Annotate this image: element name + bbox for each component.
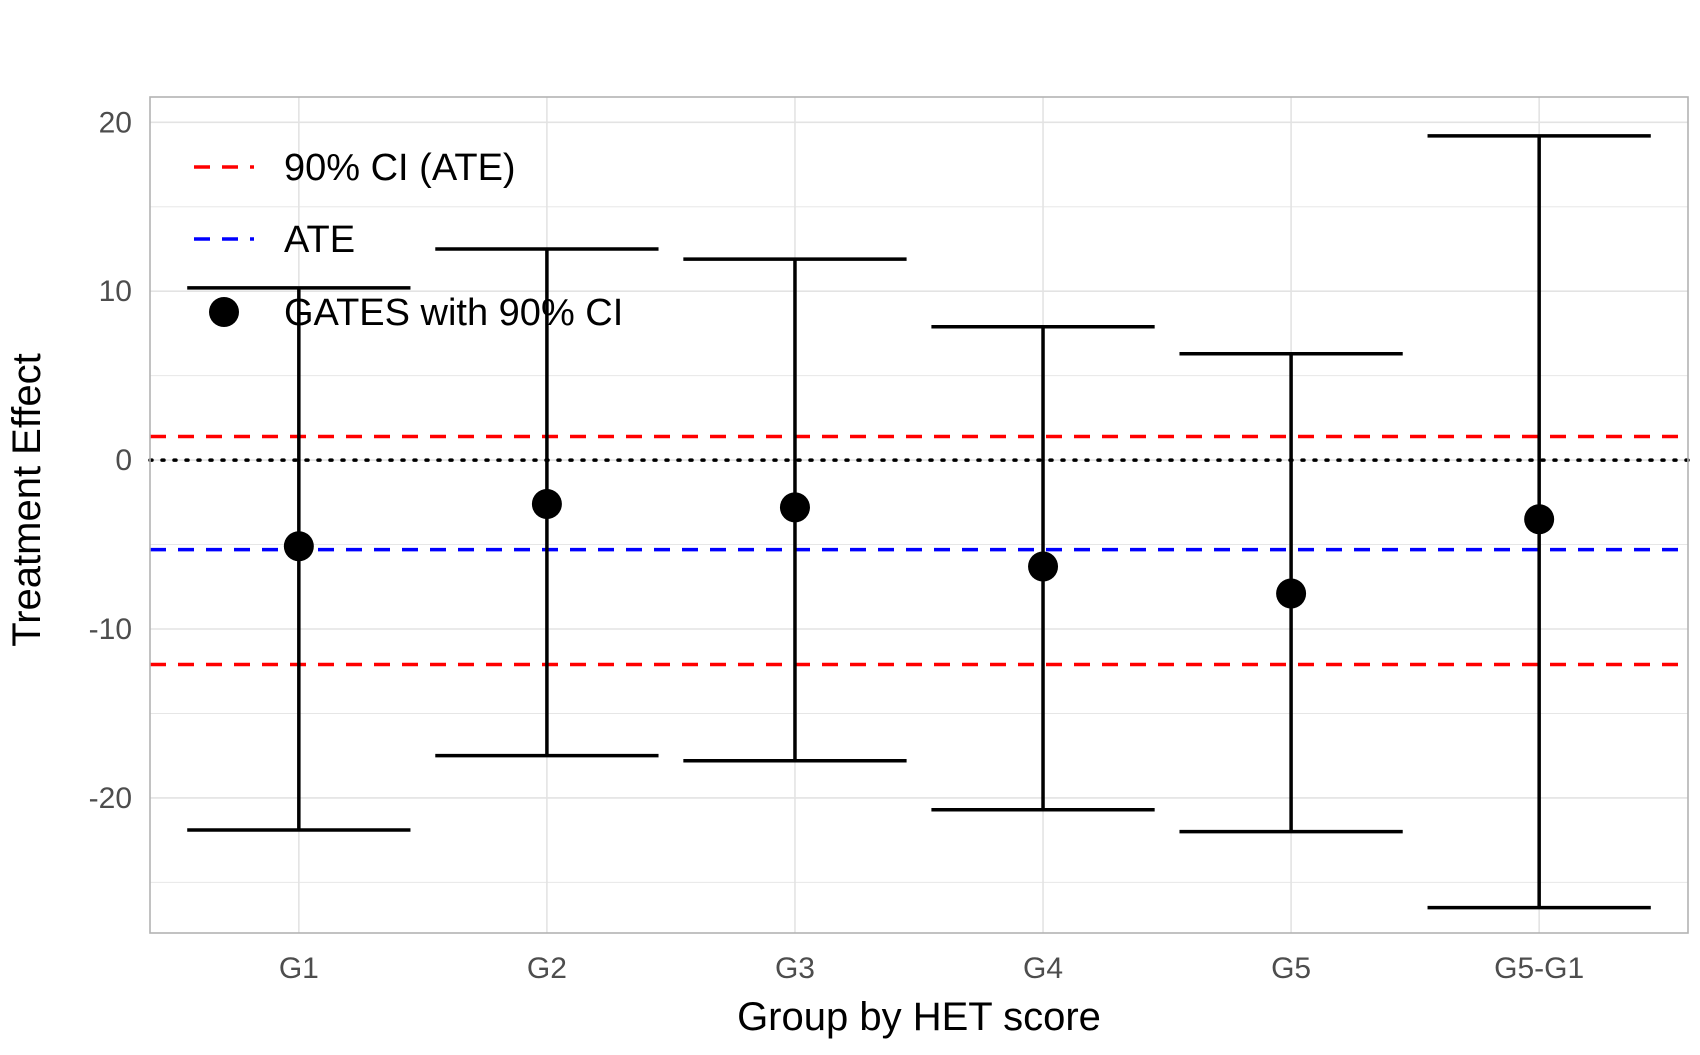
- gates-point-g5-g1: [1524, 504, 1555, 535]
- x-tick-label: G5: [1271, 952, 1311, 985]
- gates-point-g2: [531, 489, 562, 520]
- legend-label: 90% CI (ATE): [284, 147, 516, 189]
- legend: 90% CI (ATE) ATE GATES with 90% CI: [194, 147, 623, 334]
- gates-point-g3: [779, 492, 810, 523]
- reference-lines: [148, 434, 1690, 667]
- legend-label: GATES with 90% CI: [284, 292, 623, 334]
- y-axis-title: Treatment Effect: [5, 353, 49, 646]
- legend-label: ATE: [284, 219, 355, 261]
- legend-entry: 90% CI (ATE): [194, 147, 516, 189]
- x-tick-label: G4: [1023, 952, 1063, 985]
- gates-point-g1: [283, 531, 314, 562]
- legend-entry: ATE: [194, 219, 355, 261]
- x-axis-title: Group by HET score: [737, 995, 1101, 1039]
- legend-entry: GATES with 90% CI: [209, 292, 623, 334]
- x-tick-label: G5-G1: [1494, 952, 1584, 985]
- gates-point-g5: [1276, 578, 1307, 609]
- x-tick-label: G1: [279, 952, 319, 985]
- legend-key-point: [209, 297, 239, 327]
- y-tick-labels: 20 10 0 -10 -20: [89, 106, 132, 815]
- gates-points: [283, 489, 1555, 609]
- panel-border: [149, 96, 1689, 934]
- y-tick-label: 10: [99, 275, 132, 308]
- y-tick-label: -10: [89, 613, 132, 646]
- gates-point-g4: [1028, 551, 1059, 582]
- x-tick-labels: G1 G2 G3 G4 G5 G5-G1: [279, 952, 1584, 985]
- x-tick-label: G3: [775, 952, 815, 985]
- error-bars: [187, 134, 1651, 910]
- grid-layer: [150, 97, 1688, 933]
- x-tick-label: G2: [527, 952, 567, 985]
- y-tick-label: -20: [89, 782, 132, 815]
- y-tick-label: 0: [115, 444, 132, 477]
- y-tick-label: 20: [99, 106, 132, 139]
